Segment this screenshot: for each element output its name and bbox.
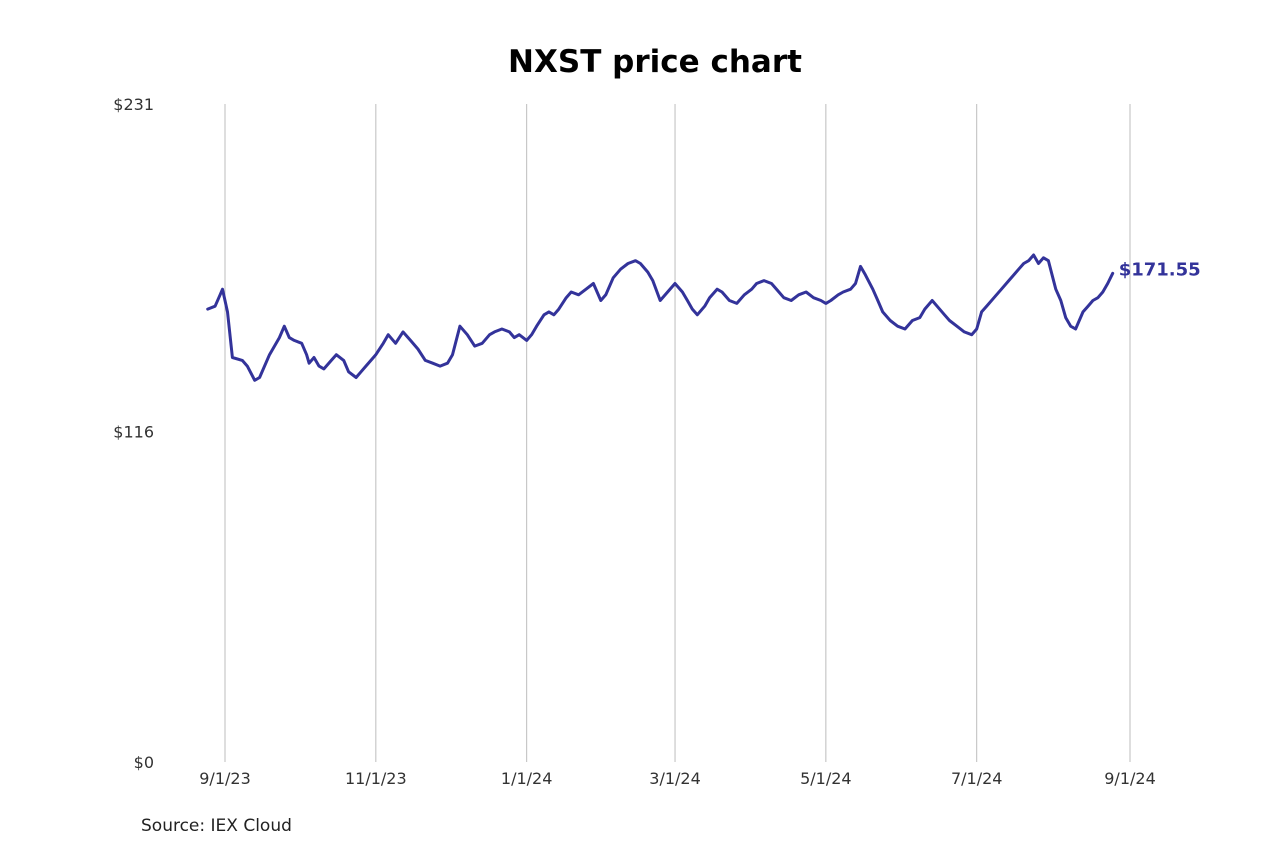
last-price-label: $171.55: [1119, 259, 1201, 280]
x-tick-label: 3/1/24: [649, 769, 701, 788]
series-layer: $171.55: [206, 253, 1201, 382]
x-tick-label: 5/1/24: [800, 769, 852, 788]
price-line: [206, 253, 1115, 382]
y-tick-label: $0: [134, 753, 154, 772]
y-axis-ticks: $0 $116 $231: [113, 95, 154, 772]
x-tick-label: 7/1/24: [951, 769, 1003, 788]
source-note: Source: IEX Cloud: [141, 816, 292, 836]
x-tick-label: 9/1/24: [1104, 769, 1156, 788]
x-axis-ticks: 9/1/23 11/1/23 1/1/24 3/1/24 5/1/24 7/1/24 9/1…: [199, 769, 1156, 788]
y-tick-label: $231: [113, 95, 154, 114]
y-tick-label: $116: [113, 423, 154, 442]
gridlines: [224, 104, 1131, 762]
chart-title: NXST price chart: [508, 44, 802, 80]
x-tick-label: 9/1/23: [199, 769, 251, 788]
x-tick-label: 11/1/23: [345, 769, 407, 788]
x-tick-label: 1/1/24: [501, 769, 553, 788]
